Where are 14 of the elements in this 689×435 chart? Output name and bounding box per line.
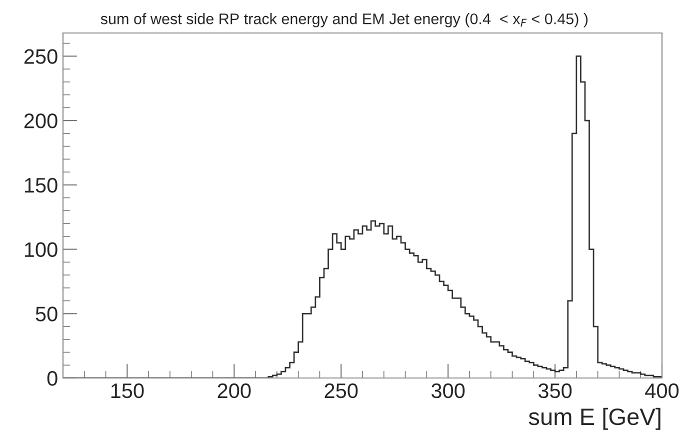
y-tick-label: 200 xyxy=(24,114,58,128)
x-tick-label: 350 xyxy=(538,383,572,398)
y-tick-label: 100 xyxy=(24,242,58,258)
y-tick-label: 250 xyxy=(24,49,58,64)
chart-title: sum of west side RP track energy and EM Jet energy (0.4 < x$_{F}$ < 0.45) ) xyxy=(100,13,588,28)
x-axis-title: sum E [GeV] xyxy=(528,408,660,430)
x-tick-label: 250 xyxy=(324,383,358,398)
x-tick-label: 200 xyxy=(218,383,251,398)
x-tick-label: 300 xyxy=(431,383,465,398)
y-tick-label: 50 xyxy=(36,306,58,322)
y-tick-label: 0 xyxy=(47,371,58,386)
x-tick-label: 400 xyxy=(645,383,679,398)
x-tick-label: 150 xyxy=(111,383,144,398)
y-tick-label: 150 xyxy=(24,178,58,193)
